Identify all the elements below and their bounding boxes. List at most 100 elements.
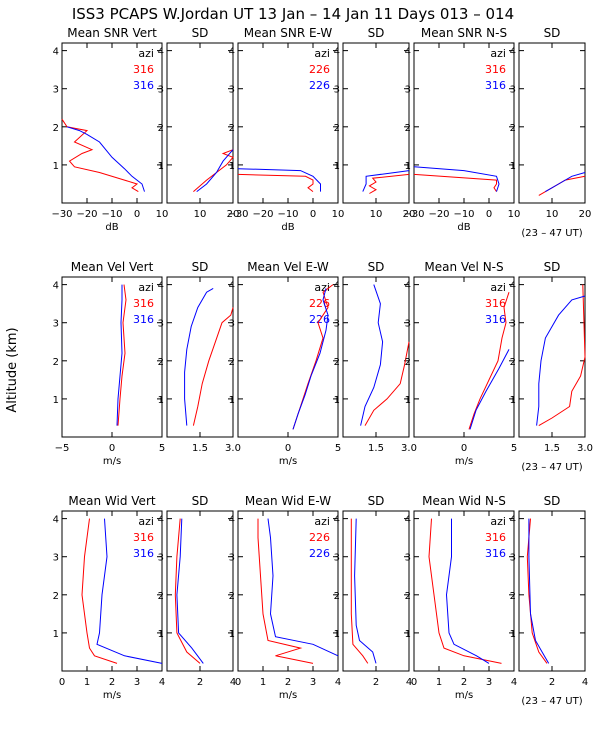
time-range-label: (23 – 47 UT) bbox=[521, 696, 582, 707]
x-tick-label: −10 bbox=[101, 209, 122, 220]
x-axis-label: dB bbox=[281, 222, 294, 233]
y-tick-label: 1 bbox=[158, 395, 164, 406]
x-tick-label: 10 bbox=[194, 209, 207, 220]
y-tick-label: 3 bbox=[229, 553, 235, 564]
x-tick-label: −20 bbox=[252, 209, 273, 220]
y-tick-label: 3 bbox=[510, 85, 516, 96]
panel-title: SD bbox=[192, 26, 209, 40]
x-tick-label: 20 bbox=[579, 209, 592, 220]
y-tick-label: 3 bbox=[229, 319, 235, 330]
x-tick-label: 3 bbox=[310, 677, 316, 688]
panel-title: SD bbox=[544, 494, 561, 508]
y-tick-label: 3 bbox=[405, 553, 411, 564]
panel-title: Mean Vel E-W bbox=[247, 260, 329, 274]
panel-5: SD 1 2 3 4 10 20 (23 – 47 UT) bbox=[510, 26, 592, 239]
red-series-line bbox=[413, 173, 497, 192]
red-series-line bbox=[468, 292, 510, 430]
y-tick-label: 2 bbox=[334, 357, 340, 368]
time-range-label: (23 – 47 UT) bbox=[521, 228, 582, 239]
legend-header: azi bbox=[490, 515, 506, 528]
legend-header: azi bbox=[138, 281, 154, 294]
blue-series-line bbox=[176, 518, 204, 664]
panel-title: SD bbox=[544, 260, 561, 274]
y-tick-label: 1 bbox=[53, 161, 59, 172]
legend-header: azi bbox=[314, 515, 330, 528]
panel-2: Mean SNR E-W 1 2 3 4 −30 −20 −10 0 10 dB azi 226 226 bbox=[227, 26, 344, 233]
panel-title: SD bbox=[192, 260, 209, 274]
x-tick-label: 3.0 bbox=[225, 443, 241, 454]
y-tick-label: 4 bbox=[510, 47, 516, 58]
x-tick-label: 4 bbox=[582, 677, 588, 688]
panel-title: Mean SNR N-S bbox=[421, 26, 507, 40]
x-tick-label: 1.5 bbox=[192, 443, 208, 454]
legend-entry: 226 bbox=[309, 547, 330, 560]
x-tick-label: −30 bbox=[51, 209, 72, 220]
plot-frame bbox=[166, 276, 234, 438]
panel-title: SD bbox=[544, 26, 561, 40]
y-tick-label: 1 bbox=[334, 629, 340, 640]
x-tick-label: 4 bbox=[511, 677, 517, 688]
y-tick-label: 2 bbox=[158, 591, 164, 602]
x-tick-label: −20 bbox=[76, 209, 97, 220]
y-tick-label: 3 bbox=[158, 553, 164, 564]
y-tick-label: 4 bbox=[334, 515, 340, 526]
x-tick-label: 0 bbox=[134, 209, 140, 220]
y-tick-label: 2 bbox=[53, 591, 59, 602]
panel-title: Mean Vel Vert bbox=[71, 260, 154, 274]
y-tick-label: 3 bbox=[158, 319, 164, 330]
x-tick-label: 3.0 bbox=[577, 443, 593, 454]
x-tick-label: 0 bbox=[486, 209, 492, 220]
x-axis-label: dB bbox=[105, 222, 118, 233]
x-axis-label: m/s bbox=[455, 456, 473, 467]
x-axis-label: dB bbox=[457, 222, 470, 233]
y-tick-label: 3 bbox=[53, 85, 59, 96]
red-series-line bbox=[364, 341, 410, 426]
y-tick-label: 2 bbox=[510, 591, 516, 602]
plot-frame bbox=[342, 510, 410, 672]
red-series-line bbox=[257, 518, 314, 664]
y-tick-label: 1 bbox=[229, 395, 235, 406]
panel-title: Mean Wid N-S bbox=[422, 494, 506, 508]
y-tick-label: 3 bbox=[158, 85, 164, 96]
blue-series-line bbox=[267, 518, 339, 657]
panel-12: Mean Wid Vert 1 2 3 4 0 1 2 3 4 m/s azi 316 316 bbox=[53, 494, 166, 701]
y-tick-label: 1 bbox=[405, 161, 411, 172]
y-tick-label: 4 bbox=[334, 281, 340, 292]
x-tick-label: 2 bbox=[461, 677, 467, 688]
panel-13: SD 1 2 3 4 2 4 bbox=[158, 494, 237, 688]
y-tick-label: 2 bbox=[53, 357, 59, 368]
x-axis-label: m/s bbox=[279, 456, 297, 467]
x-tick-label: 3 bbox=[134, 677, 140, 688]
y-tick-label: 2 bbox=[405, 591, 411, 602]
y-tick-label: 1 bbox=[53, 395, 59, 406]
y-tick-label: 2 bbox=[53, 123, 59, 134]
legend-header: azi bbox=[138, 47, 154, 60]
x-tick-label: 10 bbox=[546, 209, 559, 220]
legend-entry: 316 bbox=[133, 297, 154, 310]
blue-series-line bbox=[354, 518, 377, 664]
altitude-axis-label: Altitude (km) bbox=[5, 327, 20, 412]
red-series-line bbox=[81, 518, 118, 664]
panel-3: SD 1 2 3 4 10 20 bbox=[334, 26, 416, 220]
x-tick-label: 2 bbox=[109, 677, 115, 688]
panel-title: Mean Vel N-S bbox=[424, 260, 503, 274]
y-tick-label: 1 bbox=[229, 161, 235, 172]
y-tick-label: 3 bbox=[53, 553, 59, 564]
panel-title: SD bbox=[192, 494, 209, 508]
plot-frame bbox=[342, 42, 410, 204]
red-series-line bbox=[538, 284, 586, 427]
red-series-line bbox=[117, 284, 127, 426]
x-tick-label: 1.5 bbox=[544, 443, 560, 454]
y-tick-label: 4 bbox=[229, 515, 235, 526]
x-tick-label: 1 bbox=[436, 677, 442, 688]
y-tick-label: 2 bbox=[510, 357, 516, 368]
y-tick-label: 1 bbox=[405, 395, 411, 406]
y-tick-label: 4 bbox=[405, 281, 411, 292]
legend-entry: 316 bbox=[485, 297, 506, 310]
y-tick-label: 2 bbox=[405, 123, 411, 134]
legend-entry: 316 bbox=[133, 531, 154, 544]
panel-11: SD 1 2 3 4 1.5 3.0 (23 – 47 UT) bbox=[510, 260, 593, 473]
